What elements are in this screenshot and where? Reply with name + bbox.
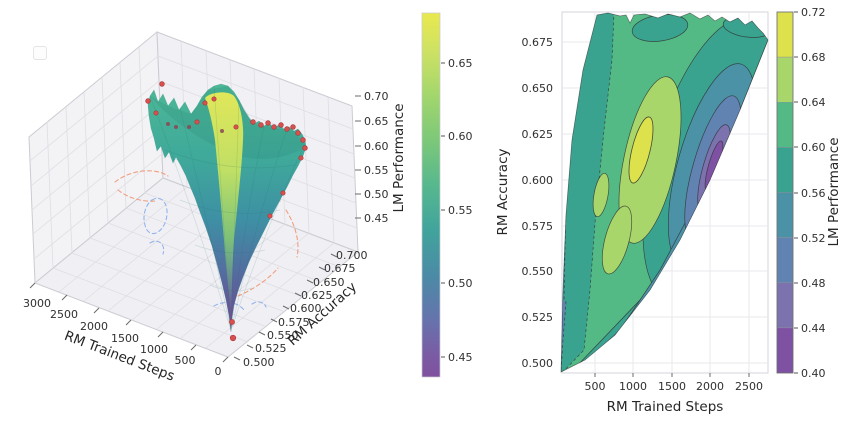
- colorbar-tick-label: 0.40: [801, 367, 826, 380]
- z-tick-label: 0.65: [364, 115, 389, 128]
- contour-x-tick-marks: [594, 373, 750, 377]
- z-tick-label: 0.60: [364, 140, 389, 153]
- x-tick-label: 0: [215, 365, 222, 378]
- surface-mesh: [147, 83, 307, 333]
- x-tick-label: 2500: [735, 380, 763, 393]
- y-tick-label: 0.525: [522, 311, 554, 324]
- contour-colorbar-ticks: [794, 11, 798, 374]
- y-tick-label: 0.550: [522, 265, 554, 278]
- x-tick-label: 1000: [619, 380, 647, 393]
- z-tick-label: 0.50: [364, 188, 389, 201]
- x-tick-label: 3000: [23, 297, 51, 310]
- colorbar-tick-label: 0.60: [801, 141, 826, 154]
- colorbar-tick-label: 0.65: [448, 57, 473, 70]
- colorbar-tick-label: 0.55: [448, 204, 473, 217]
- surface-z-ticks: 0.70 0.65 0.60 0.55 0.50 0.45: [364, 90, 389, 225]
- contour-2d-plot: 0.675 0.650 0.625 0.600 0.575 0.550 0.52…: [495, 11, 769, 415]
- y-tick-label: 0.650: [522, 82, 554, 95]
- y-tick-label: 0.600: [522, 174, 554, 187]
- y-tick-label: 0.625: [301, 289, 333, 302]
- surface-y-ticks: 0.500 0.525 0.550 0.575 0.600 0.625 0.65…: [243, 249, 368, 369]
- x-tick-label: 1500: [111, 332, 139, 345]
- z-tick-label: 0.70: [364, 90, 389, 103]
- colorbar-tick-label: 0.56: [801, 187, 826, 200]
- contour-domain-outline: [560, 12, 769, 373]
- y-tick-label: 0.650: [313, 276, 345, 289]
- contour-ylabel: RM Accuracy: [495, 149, 511, 236]
- colorbar-tick-label: 0.64: [801, 96, 826, 109]
- frame-marker: [33, 46, 47, 60]
- colorbar-tick-label: 0.45: [448, 351, 473, 364]
- contour-colorbar: 0.72 0.68 0.64 0.60 0.56 0.52 0.48 0.44 …: [776, 6, 842, 380]
- colorbar-tick-label: 0.52: [801, 232, 826, 245]
- surface-mesh-lines: [149, 85, 306, 331]
- y-tick-label: 0.500: [243, 356, 275, 369]
- surface-highlight: [205, 92, 244, 315]
- y-tick-label: 0.675: [324, 262, 356, 275]
- x-tick-label: 2000: [80, 320, 108, 333]
- y-tick-label: 0.550: [267, 329, 299, 342]
- colorbar-tick-label: 0.50: [448, 277, 473, 290]
- x-tick-label: 1000: [140, 343, 168, 356]
- y-tick-label: 0.700: [336, 249, 368, 262]
- x-tick-label: 2000: [696, 380, 724, 393]
- contour-xlabel: RM Trained Steps: [607, 399, 724, 415]
- x-tick-label: 2500: [50, 308, 78, 321]
- colorbar-tick-label: 0.60: [448, 130, 473, 143]
- z-tick-label: 0.55: [364, 164, 389, 177]
- z-tick-label: 0.45: [364, 212, 389, 225]
- y-tick-label: 0.675: [522, 36, 554, 49]
- surface-scatter-points-dark: [166, 122, 224, 133]
- contour-y-ticks: 0.675 0.650 0.625 0.600 0.575 0.550 0.52…: [522, 36, 554, 370]
- axes3d-tick-marks: [29, 95, 361, 363]
- colorbar-tick-label: 0.68: [801, 51, 826, 64]
- colorbar-tick-label: 0.72: [801, 6, 826, 19]
- x-tick-label: 500: [175, 354, 196, 367]
- x-tick-label: 1500: [658, 380, 686, 393]
- contour-x-ticks: 500 1000 1500 2000 2500: [585, 380, 764, 393]
- colorbar-tick-label: 0.48: [801, 277, 826, 290]
- surface-3d-plot: 3000 2500 2000 1500 1000 500 0 0.500 0.5…: [23, 30, 407, 385]
- surface-zlabel: LM Performance: [391, 103, 407, 212]
- y-tick-label: 0.575: [278, 316, 310, 329]
- colorbar-tick-label: 0.44: [801, 322, 826, 335]
- y-tick-label: 0.525: [255, 342, 287, 355]
- x-tick-label: 500: [585, 380, 606, 393]
- y-tick-label: 0.600: [290, 302, 322, 315]
- y-tick-label: 0.625: [522, 128, 554, 141]
- surface-x-ticks: 3000 2500 2000 1500 1000 500 0: [23, 297, 222, 378]
- projection-contour-low: [143, 197, 267, 311]
- y-tick-label: 0.575: [522, 220, 554, 233]
- surface-scatter-points: [145, 81, 308, 342]
- y-tick-label: 0.500: [522, 357, 554, 370]
- contour-colorbar-label: LM Performance: [826, 137, 842, 246]
- surface-colorbar: 0.65 0.60 0.55 0.50 0.45: [421, 12, 473, 378]
- surface-colorbar-ticks: [441, 62, 445, 358]
